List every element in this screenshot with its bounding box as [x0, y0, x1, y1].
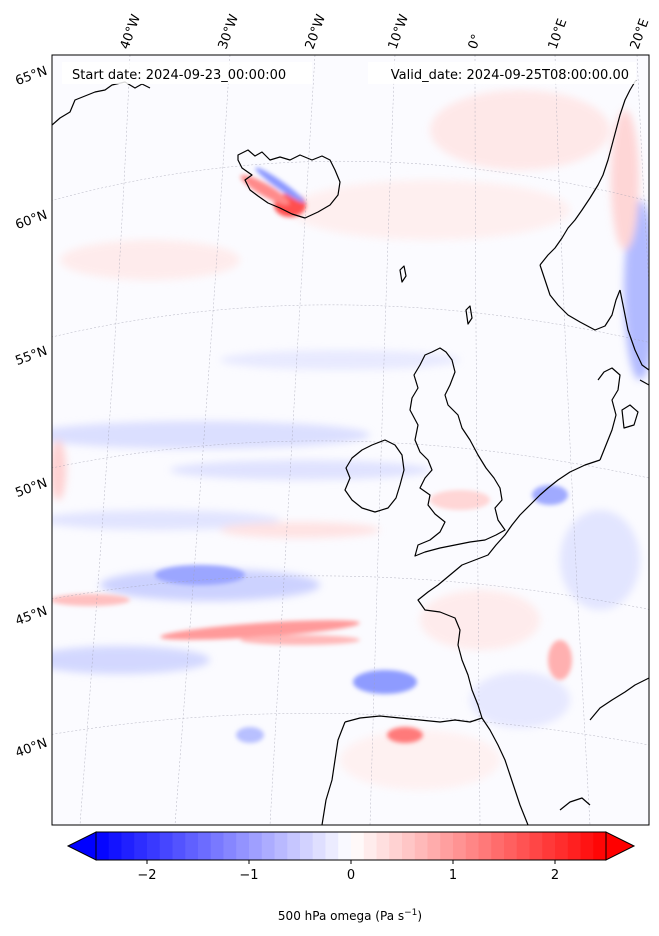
colorbar-tick-label: 1 — [449, 868, 457, 883]
colorbar-segment — [159, 832, 173, 860]
great-britain-coast — [409, 347, 506, 557]
colorbar-segment — [593, 832, 607, 860]
map-panel: Start date: 2024-09-23_00:00:00 Valid_da… — [51, 54, 650, 826]
colorbar-segment — [504, 832, 518, 860]
colorbar-segment — [185, 832, 199, 860]
lon-label: 10°W — [386, 12, 412, 51]
colorbar-segment — [338, 832, 352, 860]
colorbar-tick-label: 0 — [347, 868, 355, 883]
colorbar-segment — [210, 832, 224, 860]
lat-label: 65°N — [13, 64, 49, 89]
colorbar-high-extend — [605, 831, 636, 861]
norway-south — [539, 264, 621, 331]
start-date-label: Start date: 2024-09-23_00:00:00 — [72, 68, 286, 83]
colorbar-segment — [223, 832, 237, 860]
lat-label: 45°N — [13, 604, 49, 629]
lon-label: 10°E — [546, 17, 571, 52]
colorbar-tick-label: −1 — [239, 868, 258, 883]
colorbar-segment — [402, 832, 416, 860]
lat-label: 60°N — [13, 208, 49, 233]
colorbar-segment — [108, 832, 122, 860]
colorbar-label: 500 hPa omega (Pa s−1) — [278, 908, 422, 923]
colorbar-segment — [414, 832, 428, 860]
ireland-coast — [344, 439, 405, 513]
lon-label: 40°W — [118, 12, 144, 51]
lat-label: 50°N — [13, 476, 49, 501]
iceland-coast — [237, 149, 341, 219]
graticule-parallels — [52, 55, 649, 746]
colorbar-segment — [96, 832, 110, 860]
latitude-labels: 65°N 60°N 55°N 50°N 45°N 40°N — [13, 64, 49, 761]
map-frame — [51, 54, 650, 826]
longitude-labels: 40°W 30°W 20°W 10°W 0° 10°E 20°E — [118, 12, 653, 51]
colorbar-tick-label: −2 — [137, 868, 156, 883]
colorbar-segment — [542, 832, 556, 860]
lat-label: 55°N — [13, 344, 49, 369]
denmark-coast — [597, 367, 621, 461]
colorbar-ticks: −2 −1 0 1 2 — [137, 860, 559, 883]
omega-field — [52, 55, 649, 825]
colorbar-segment — [465, 832, 479, 860]
colorbar-segment — [236, 832, 250, 860]
norway-coast — [539, 79, 637, 266]
colorbar-segment — [580, 832, 594, 860]
colorbar-low-extend — [66, 831, 97, 861]
colorbar-segment — [363, 832, 377, 860]
colorbar-segment — [325, 832, 339, 860]
colorbar-segment — [516, 832, 530, 860]
colorbar-segment — [491, 832, 505, 860]
colorbar-segment — [440, 832, 454, 860]
colorbar-segment — [555, 832, 569, 860]
colorbar-segment — [351, 832, 365, 860]
lon-label: 0° — [466, 32, 485, 51]
colorbar-segment — [529, 832, 543, 860]
colorbar-segment — [249, 832, 263, 860]
iberia-coast — [321, 721, 346, 825]
europe-coast — [344, 459, 601, 723]
lat-label: 40°N — [13, 736, 49, 761]
colorbar-segment — [376, 832, 390, 860]
colorbar-segment — [134, 832, 148, 860]
colorbar-segment — [172, 832, 186, 860]
colorbar: −2 −1 0 1 2 500 hPa omega (Pa s−1) — [66, 831, 636, 923]
coastlines — [52, 79, 649, 825]
colorbar-segment — [427, 832, 441, 860]
north-africa-coast — [559, 797, 591, 811]
colorbar-segment — [198, 832, 212, 860]
lon-label: 20°W — [303, 12, 329, 51]
lon-label: 20°E — [628, 17, 653, 52]
colorbar-segment — [567, 832, 581, 860]
lon-label: 30°W — [216, 12, 242, 51]
colorbar-segments — [96, 832, 607, 860]
colorbar-segment — [453, 832, 467, 860]
colorbar-segment — [147, 832, 161, 860]
colorbar-segment — [121, 832, 135, 860]
colorbar-segment — [261, 832, 275, 860]
colorbar-segment — [287, 832, 301, 860]
colorbar-segment — [389, 832, 403, 860]
colorbar-segment — [478, 832, 492, 860]
graticule-meridians — [79, 55, 649, 825]
mediterranean-coast — [481, 717, 529, 825]
colorbar-segment — [312, 832, 326, 860]
colorbar-segment — [300, 832, 314, 860]
colorbar-segment — [274, 832, 288, 860]
greenland-coast — [52, 81, 151, 126]
colorbar-tick-label: 2 — [551, 868, 559, 883]
valid-date-label: Valid_date: 2024-09-25T08:00:00.00 — [391, 68, 629, 83]
